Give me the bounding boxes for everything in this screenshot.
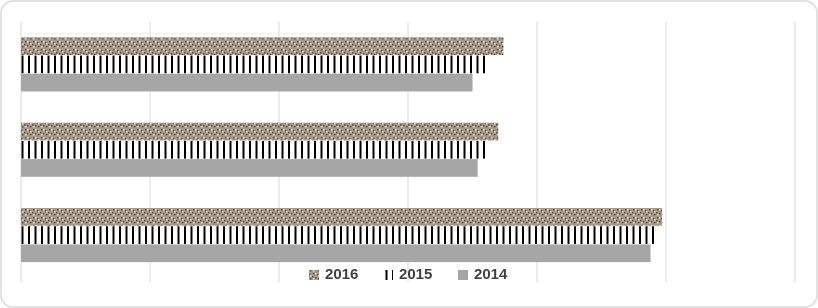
bar	[21, 226, 657, 244]
bar	[21, 140, 487, 159]
bar	[21, 73, 473, 92]
legend-swatch	[309, 270, 319, 280]
bar	[21, 122, 499, 141]
legend-label: 2016	[325, 266, 358, 283]
bar	[21, 37, 504, 56]
bar	[21, 208, 663, 226]
legend-label: 2015	[399, 266, 432, 283]
bar	[21, 55, 487, 74]
legend-swatch	[458, 270, 468, 280]
legend-label: 2014	[474, 266, 508, 283]
legend-swatch	[383, 270, 393, 280]
bar	[21, 159, 478, 177]
bar	[21, 244, 651, 263]
